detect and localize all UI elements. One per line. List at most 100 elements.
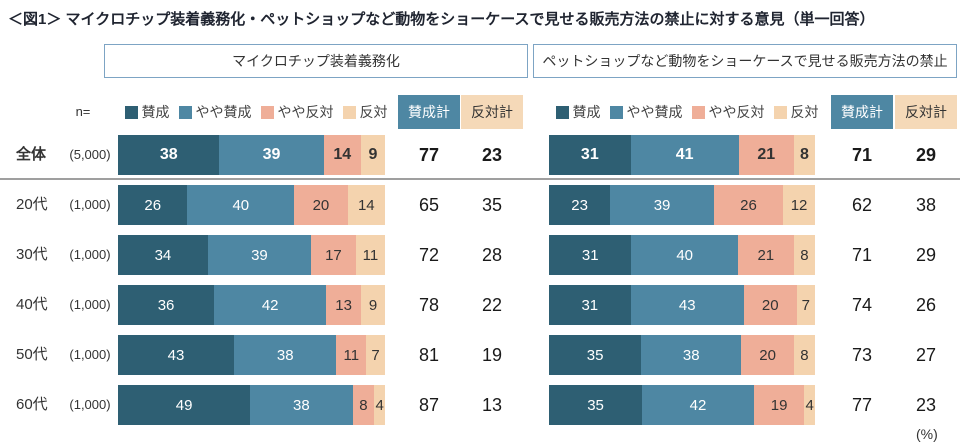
- row-n-value: (1,000): [69, 197, 111, 212]
- oppose-total-value: 13: [481, 395, 503, 415]
- bar-segment-somewhat_agree: 38: [250, 385, 353, 425]
- bar-segment-agree: 26: [118, 185, 188, 225]
- bar-segment-oppose: 7: [366, 335, 385, 375]
- bar-segment-oppose: 14: [347, 185, 385, 225]
- agree-total-value: 71: [851, 245, 873, 265]
- legend-item-agree: 賛成: [555, 102, 601, 122]
- stacked-bar-right: 23 39 26 12: [549, 185, 815, 225]
- legend-label-agree: 賛成: [572, 104, 601, 120]
- bar-segment-somewhat_agree: 41: [630, 135, 739, 175]
- bar-segment-somewhat_agree: 39: [207, 235, 311, 275]
- chart-row-60代: 60代 (1,000) 49 38 8 4 87 13 35 42 19 4 77 23: [0, 380, 960, 430]
- legend-item-oppose: 反対: [773, 102, 819, 122]
- bar-segment-somewhat_agree: 40: [631, 235, 738, 275]
- legend-label-oppose: 反対: [359, 104, 388, 120]
- bar-segment-oppose: 12: [783, 185, 815, 225]
- legend-item-agree: 賛成: [124, 102, 170, 122]
- bar-segment-agree: 43: [118, 335, 234, 375]
- legend-item-somewhat_oppose: やや反対: [260, 102, 334, 122]
- chart-row-50代: 50代 (1,000) 43 38 11 7 81 19 35 38 20 8 73 27: [0, 330, 960, 380]
- bar-segment-somewhat_oppose: 14: [323, 135, 361, 175]
- legend-label-somewhat_oppose: やや反対: [277, 104, 334, 120]
- bar-segment-somewhat_agree: 40: [187, 185, 295, 225]
- row-label: 30代: [16, 246, 48, 263]
- bar-segment-oppose: 8: [793, 235, 815, 275]
- legend-item-somewhat_agree: やや賛成: [609, 102, 683, 122]
- bar-segment-somewhat_agree: 39: [219, 135, 324, 175]
- panel-title-petshop: ペットショップなど動物をショーケースで見せる販売方法の禁止: [533, 44, 957, 78]
- legend-swatch-somewhat_agree: [178, 105, 192, 119]
- agree-total-value: 71: [851, 145, 873, 165]
- oppose-total-value: 26: [915, 295, 937, 315]
- bar-segment-oppose: 7: [796, 285, 815, 325]
- agree-total-header-left: 賛成計: [398, 95, 460, 129]
- oppose-total-header-left: 反対計: [461, 95, 523, 129]
- legend-left: 賛成 やや賛成 やや反対 反対: [116, 95, 396, 129]
- bar-segment-somewhat_oppose: 20: [743, 285, 797, 325]
- bar-segment-oppose: 11: [355, 235, 385, 275]
- stacked-bar-right: 31 43 20 7: [549, 285, 815, 325]
- oppose-total-value: 38: [915, 195, 937, 215]
- panel-title-microchip: マイクロチップ装着義務化: [104, 44, 528, 78]
- stacked-bar-left: 38 39 14 9: [118, 135, 385, 175]
- bar-segment-somewhat_oppose: 20: [741, 335, 794, 375]
- row-n-value: (1,000): [69, 247, 111, 262]
- oppose-total-value: 22: [481, 295, 503, 315]
- agree-total-value: 72: [418, 245, 440, 265]
- bar-segment-somewhat_agree: 38: [233, 335, 337, 375]
- bar-segment-somewhat_oppose: 21: [737, 235, 794, 275]
- row-n-value: (1,000): [69, 297, 111, 312]
- stacked-bar-left: 26 40 20 14: [118, 185, 385, 225]
- bar-segment-somewhat_agree: 42: [642, 385, 754, 425]
- bar-segment-somewhat_oppose: 8: [352, 385, 375, 425]
- chart-row-全体: 全体 (5,000) 38 39 14 9 77 23 31 41 21 8 71 29: [0, 130, 960, 180]
- row-label: 60代: [16, 396, 48, 413]
- agree-total-value: 77: [418, 145, 440, 165]
- row-label: 全体: [16, 146, 47, 163]
- bar-segment-agree: 31: [549, 285, 631, 325]
- bar-segment-oppose: 8: [793, 135, 815, 175]
- bar-segment-agree: 34: [118, 235, 208, 275]
- bar-segment-somewhat_oppose: 11: [336, 335, 367, 375]
- legend-swatch-somewhat_agree: [609, 105, 623, 119]
- legend-swatch-oppose: [342, 105, 356, 119]
- oppose-total-value: 27: [915, 345, 937, 365]
- percent-unit-label: (%): [916, 426, 938, 442]
- bar-segment-agree: 35: [549, 335, 642, 375]
- legend-item-oppose: 反対: [342, 102, 388, 122]
- bar-segment-somewhat_oppose: 13: [326, 285, 361, 325]
- chart-rows: 全体 (5,000) 38 39 14 9 77 23 31 41 21 8 71 29 20代 (1,000…: [0, 130, 960, 430]
- bar-segment-somewhat_oppose: 19: [753, 385, 805, 425]
- legend-label-oppose: 反対: [790, 104, 819, 120]
- bar-segment-somewhat_oppose: 17: [310, 235, 356, 275]
- agree-total-header-right: 賛成計: [831, 95, 893, 129]
- stacked-bar-right: 31 40 21 8: [549, 235, 815, 275]
- bar-segment-agree: 49: [118, 385, 251, 425]
- stacked-bar-left: 34 39 17 11: [118, 235, 385, 275]
- bar-segment-somewhat_oppose: 26: [713, 185, 784, 225]
- legend-item-somewhat_oppose: やや反対: [691, 102, 765, 122]
- figure-title: ＜図1＞ マイクロチップ装着義務化・ペットショップなど動物をショーケースで見せる…: [8, 11, 875, 28]
- chart-row-30代: 30代 (1,000) 34 39 17 11 72 28 31 40 21 8 71 29: [0, 230, 960, 280]
- legend-label-somewhat_agree: やや賛成: [195, 104, 252, 120]
- oppose-total-value: 28: [481, 245, 503, 265]
- row-n-value: (1,000): [69, 347, 111, 362]
- oppose-total-value: 19: [481, 345, 503, 365]
- chart-row-40代: 40代 (1,000) 36 42 13 9 78 22 31 43 20 7 74 26: [0, 280, 960, 330]
- bar-segment-somewhat_oppose: 21: [738, 135, 794, 175]
- bar-segment-agree: 31: [549, 135, 631, 175]
- legend-item-somewhat_agree: やや賛成: [178, 102, 252, 122]
- bar-segment-oppose: 9: [360, 135, 385, 175]
- row-label: 20代: [16, 196, 48, 213]
- bar-segment-agree: 23: [549, 185, 611, 225]
- bar-segment-somewhat_agree: 43: [630, 285, 744, 325]
- stacked-bar-left: 49 38 8 4: [118, 385, 385, 425]
- agree-total-value: 73: [851, 345, 873, 365]
- stacked-bar-right: 31 41 21 8: [549, 135, 815, 175]
- oppose-total-value: 23: [481, 145, 503, 165]
- bar-segment-somewhat_oppose: 20: [294, 185, 348, 225]
- legend-label-somewhat_oppose: やや反対: [708, 104, 765, 120]
- stacked-bar-left: 43 38 11 7: [118, 335, 385, 375]
- stacked-bar-left: 36 42 13 9: [118, 285, 385, 325]
